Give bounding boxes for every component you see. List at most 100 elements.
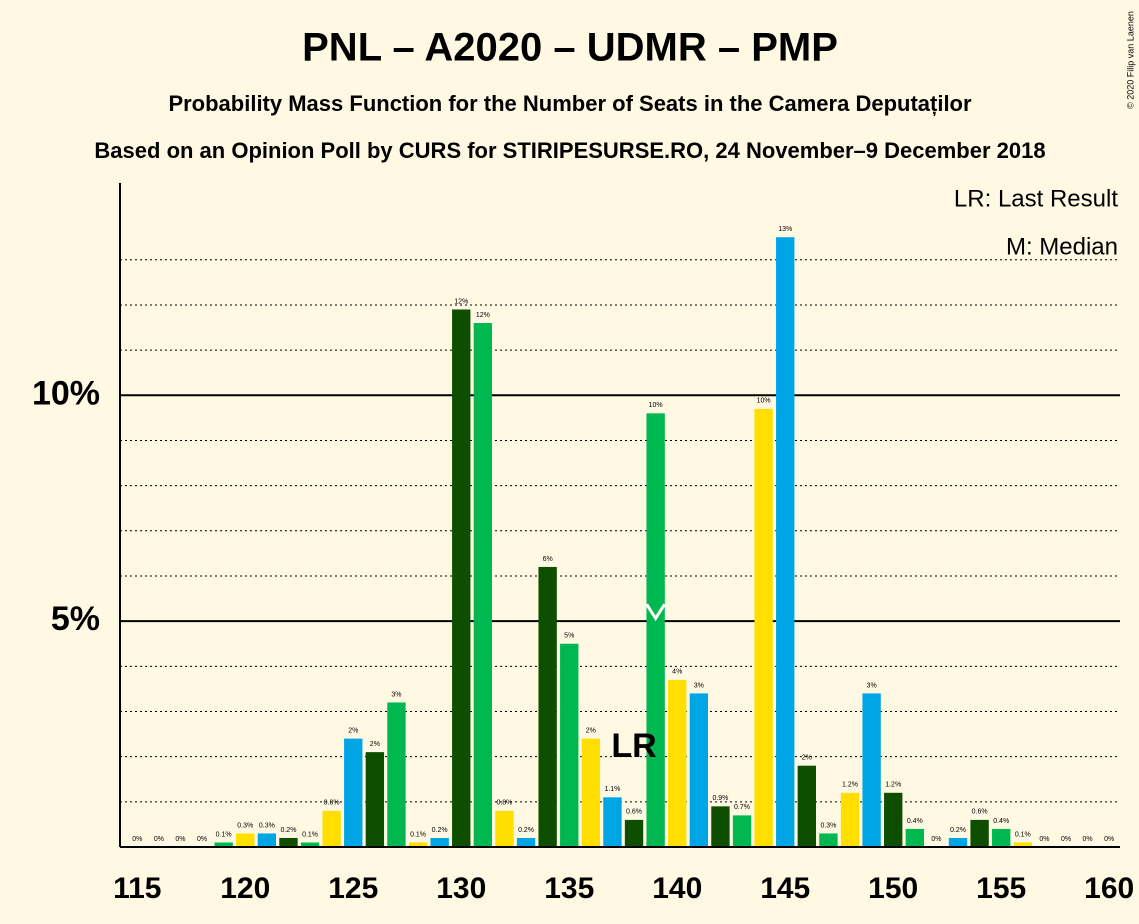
bar <box>495 810 514 847</box>
bar <box>236 833 255 847</box>
median-marker <box>645 603 666 622</box>
value-label: 12% <box>476 312 490 319</box>
value-label: 0.3% <box>820 822 836 829</box>
bar <box>214 842 233 847</box>
value-label: 2% <box>802 755 812 762</box>
bar <box>797 765 817 847</box>
last-result-label: LR <box>611 727 656 765</box>
bar <box>387 702 406 847</box>
x-tick-label: 150 <box>868 872 918 905</box>
value-label: 0% <box>197 836 207 843</box>
bar <box>905 828 924 847</box>
bar <box>732 815 752 847</box>
bar <box>862 693 881 847</box>
value-label: 2% <box>370 741 380 748</box>
bar <box>992 828 1011 847</box>
value-label: 0.1% <box>410 831 426 838</box>
bar <box>646 413 665 847</box>
value-label: 0% <box>1083 836 1093 843</box>
bar <box>452 309 471 847</box>
value-label: 3% <box>694 682 704 689</box>
value-label: 1.1% <box>604 786 620 793</box>
value-label: 0.3% <box>259 822 275 829</box>
value-label: 10% <box>757 398 771 405</box>
value-label: 0.6% <box>972 809 988 816</box>
value-label: 1.2% <box>885 782 901 789</box>
bar <box>300 842 320 847</box>
legend-median: M: Median <box>1006 233 1118 260</box>
bar <box>365 752 385 847</box>
bar <box>884 792 903 847</box>
copyright: © 2020 Filip van Laenen <box>1125 11 1135 109</box>
x-tick-label: 130 <box>436 872 486 905</box>
x-tick-label: 125 <box>328 872 378 905</box>
bar <box>624 819 644 847</box>
bar <box>538 566 557 847</box>
chart-source: Based on an Opinion Poll by CURS for STI… <box>94 138 1045 163</box>
bar <box>430 837 449 847</box>
value-label: 0% <box>132 836 142 843</box>
chart-subtitle: Probability Mass Function for the Number… <box>168 91 972 116</box>
value-label: 0% <box>175 836 185 843</box>
value-label: 0.7% <box>734 804 750 811</box>
value-label: 0.2% <box>518 827 534 834</box>
x-tick-label: 115 <box>113 872 161 905</box>
bar <box>819 833 838 847</box>
bar <box>970 819 989 847</box>
bar <box>840 792 860 847</box>
value-label: 0.4% <box>907 818 923 825</box>
bar <box>711 806 730 847</box>
value-label: 2% <box>348 727 358 734</box>
value-label: 1.2% <box>842 782 858 789</box>
bar <box>1013 842 1032 847</box>
value-label: 0.1% <box>302 831 318 838</box>
bar <box>473 323 493 847</box>
bar <box>689 693 709 847</box>
value-label: 0.4% <box>993 818 1009 825</box>
value-label: 3% <box>391 691 401 698</box>
value-label: 0% <box>1104 836 1114 843</box>
y-tick-label: 5% <box>51 600 100 638</box>
y-tick-label: 10% <box>32 374 100 412</box>
value-label: 0.3% <box>237 822 253 829</box>
value-label: 0% <box>1039 836 1049 843</box>
bar <box>344 738 363 847</box>
bar <box>279 837 298 847</box>
value-label: 0.2% <box>280 827 296 834</box>
bar <box>668 679 687 847</box>
x-tick-label: 120 <box>220 872 270 905</box>
x-tick-label: 155 <box>976 872 1026 905</box>
x-tick-label: 145 <box>760 872 810 905</box>
chart-title: PNL – A2020 – UDMR – PMP <box>302 26 838 70</box>
bar <box>322 810 341 847</box>
bar <box>560 643 579 847</box>
value-label: 0.8% <box>324 800 340 807</box>
value-label: 10% <box>649 402 663 409</box>
x-tick-label: 135 <box>544 872 594 905</box>
bar <box>408 842 428 847</box>
bar <box>603 797 622 847</box>
value-label: 0.2% <box>432 827 448 834</box>
bar <box>516 837 536 847</box>
value-label: 4% <box>672 669 682 676</box>
value-label: 0.9% <box>712 795 728 802</box>
x-tick-label: 140 <box>652 872 702 905</box>
value-label: 3% <box>867 682 877 689</box>
bar <box>754 408 773 847</box>
value-label: 0% <box>154 836 164 843</box>
value-label: 12% <box>454 298 468 305</box>
value-label: 6% <box>543 556 553 563</box>
value-label: 5% <box>564 633 574 640</box>
value-label: 2% <box>586 727 596 734</box>
legend-last-result: LR: Last Result <box>954 185 1118 212</box>
bar <box>948 837 968 847</box>
x-tick-label: 160 <box>1084 872 1134 905</box>
value-label: 0% <box>1061 836 1071 843</box>
value-label: 0.2% <box>950 827 966 834</box>
bar <box>257 833 277 847</box>
bar <box>581 738 601 847</box>
value-label: 0% <box>931 836 941 843</box>
value-label: 0.6% <box>626 809 642 816</box>
